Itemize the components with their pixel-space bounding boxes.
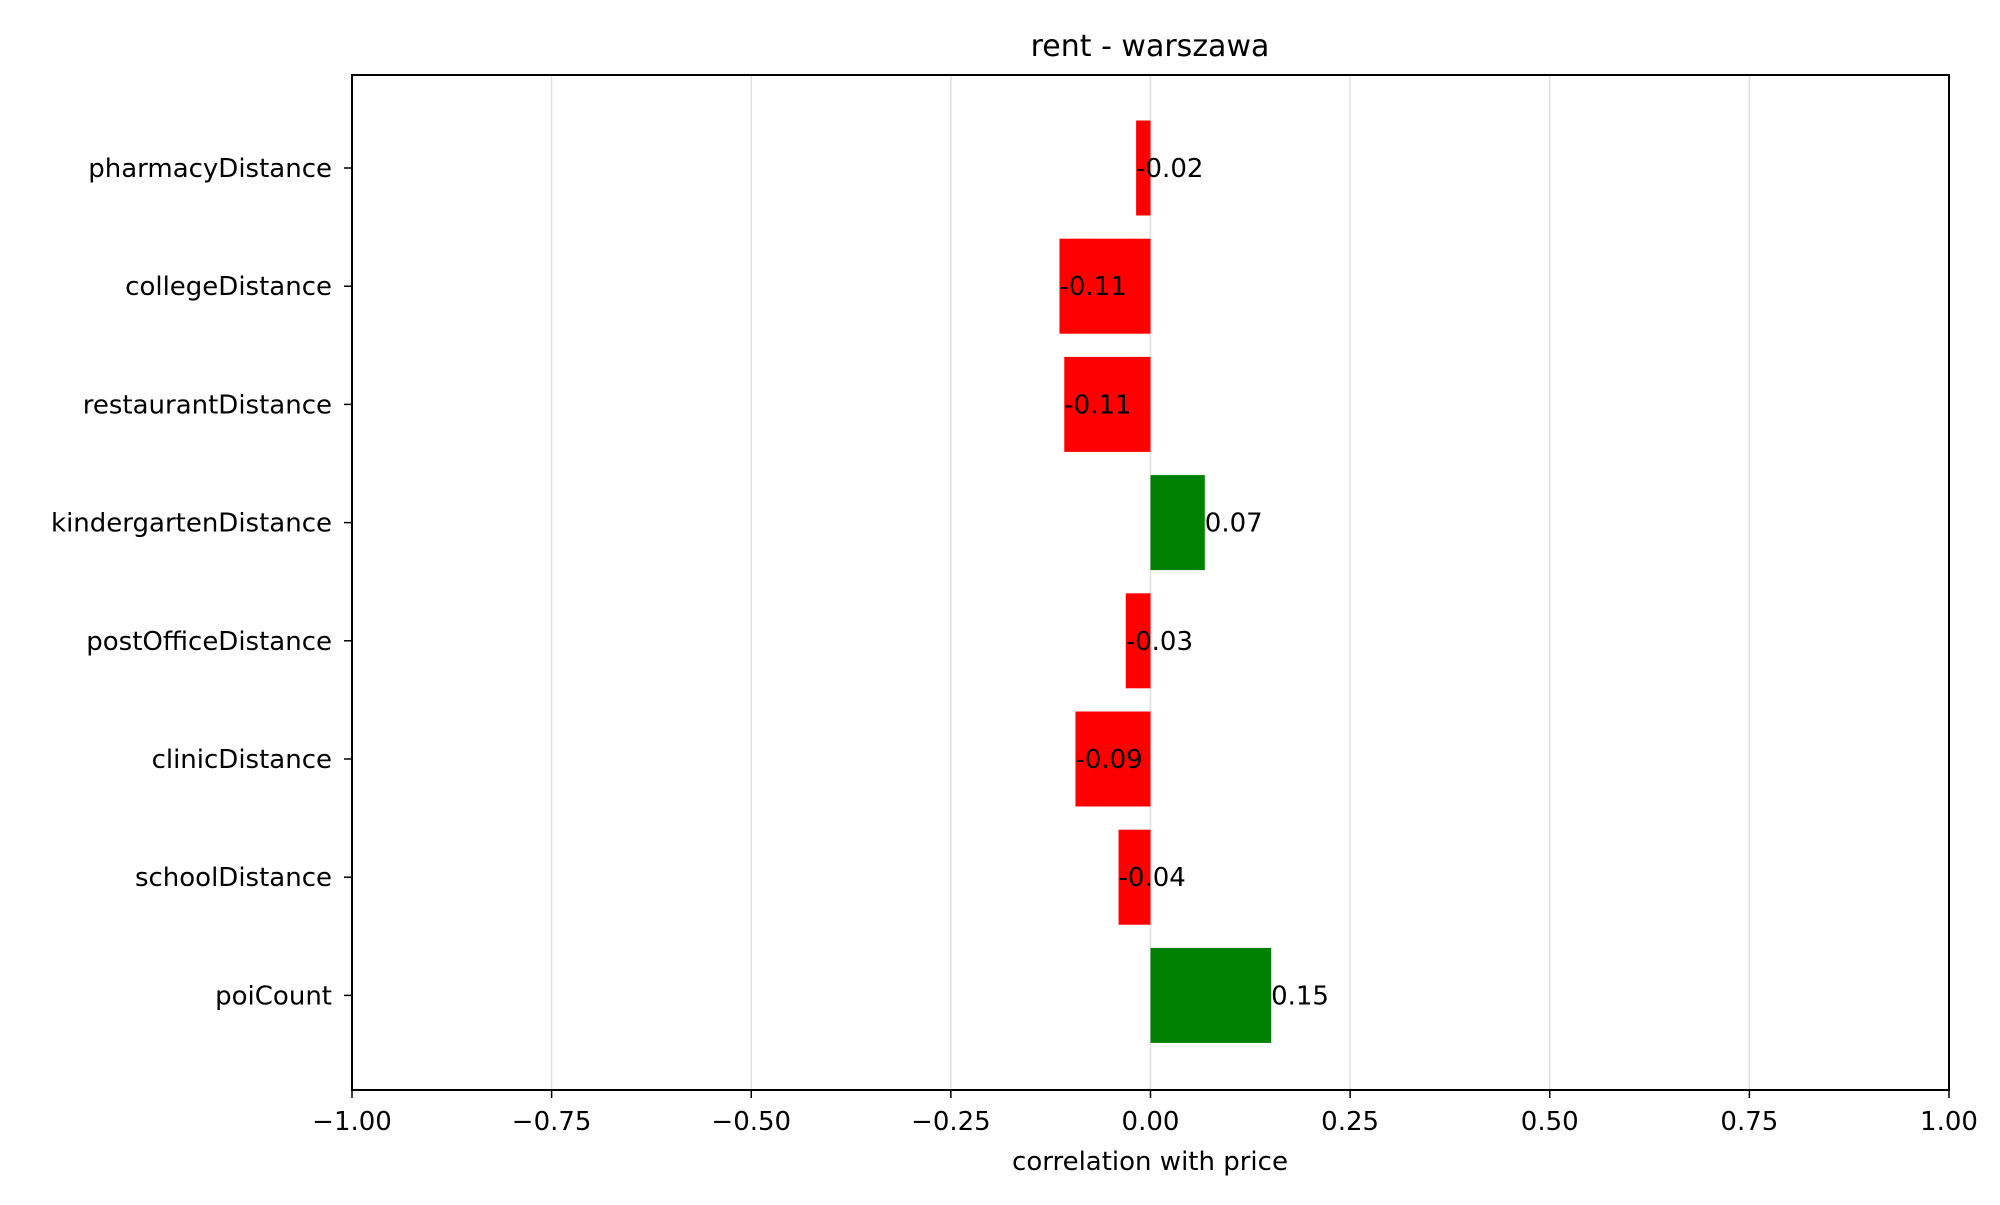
bar — [1075, 711, 1151, 807]
x-tick-label: −0.75 — [512, 1107, 592, 1137]
x-tick-label: −0.25 — [911, 1107, 991, 1137]
y-tick-label: clinicDistance — [152, 745, 332, 775]
y-tick-label: restaurantDistance — [83, 390, 332, 420]
grid-lines — [351, 75, 1950, 1090]
data-label: -0.03 — [1126, 627, 1193, 657]
x-tick-label: 0.25 — [1321, 1107, 1379, 1137]
x-tick-label: −1.00 — [312, 1107, 392, 1137]
bar — [1118, 829, 1151, 925]
data-labels: -0.02 -0.11 -0.11 0.07 -0.03 -0.09 -0.04 0.15 — [1059, 154, 1328, 1011]
y-tick-label: kindergartenDistance — [51, 509, 332, 539]
bar — [1150, 475, 1205, 571]
y-tick-label: collegeDistance — [125, 272, 332, 302]
x-tick-label: 0.50 — [1521, 1107, 1579, 1137]
bar — [1136, 120, 1151, 216]
data-label: -0.11 — [1059, 272, 1126, 302]
x-tick-label: 0.00 — [1122, 1107, 1180, 1137]
data-label: -0.02 — [1136, 154, 1203, 184]
y-tick-label: schoolDistance — [135, 863, 332, 893]
x-tick-label: 1.00 — [1920, 1107, 1978, 1137]
data-label: -0.09 — [1075, 745, 1142, 775]
bar — [1125, 593, 1151, 689]
x-axis-label: correlation with price — [1012, 1147, 1288, 1177]
data-label: -0.04 — [1119, 863, 1186, 893]
chart-title: rent - warszawa — [1031, 29, 1270, 64]
data-label: 0.15 — [1271, 981, 1329, 1011]
bar — [1150, 947, 1272, 1043]
bars — [1059, 120, 1272, 1043]
x-tick-label: 0.75 — [1720, 1107, 1778, 1137]
x-axis: −1.00 −0.75 −0.50 −0.25 0.00 0.25 0.50 0.75 1.00 — [312, 1090, 1978, 1137]
data-label: -0.11 — [1064, 390, 1131, 420]
data-label: 0.07 — [1205, 509, 1263, 539]
y-tick-label: postOfficeDistance — [86, 627, 332, 657]
bar — [1059, 238, 1151, 334]
x-tick-label: −0.50 — [711, 1107, 791, 1137]
y-axis: pharmacyDistance collegeDistance restauran… — [51, 154, 352, 1011]
y-tick-label: poiCount — [215, 981, 332, 1011]
y-tick-label: pharmacyDistance — [88, 154, 332, 184]
bar — [1064, 356, 1151, 452]
